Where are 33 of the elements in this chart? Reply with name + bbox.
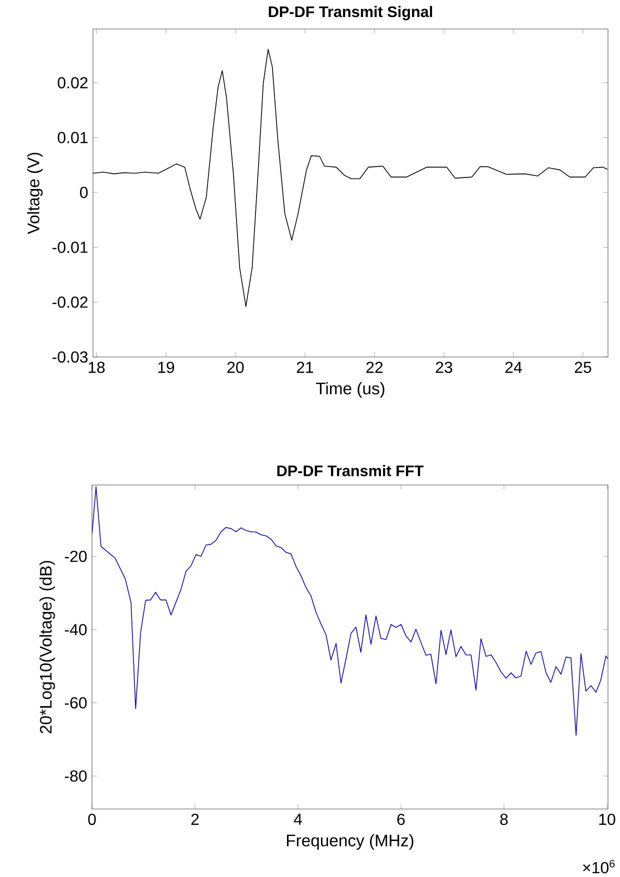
x-tick-label: 4 — [294, 814, 302, 825]
x-tick-label: 8 — [500, 814, 508, 826]
chart-title: DP-DF Transmit FFT — [277, 465, 424, 476]
y-tick-label: -20 — [64, 550, 87, 562]
x-tick-label: 10 — [599, 814, 616, 826]
y-tick-label: -40 — [64, 624, 87, 636]
x-axis-title: Time (us) — [316, 382, 384, 398]
y-tick-label: -60 — [64, 697, 87, 708]
x-tick-label: 25 — [574, 362, 592, 374]
x-tick-label: 24 — [505, 362, 522, 373]
y-tick-label: 0.01 — [58, 132, 88, 144]
y-tick-label: 0 — [80, 186, 88, 198]
y-tick-label: -0.03 — [52, 351, 88, 363]
y-tick-label: 0.02 — [58, 77, 88, 88]
x-tick-label: 23 — [436, 362, 452, 374]
x-tick-label: 22 — [366, 362, 382, 373]
chart-title: DP-DF Transmit Signal — [268, 6, 432, 20]
line-series — [92, 48, 608, 307]
x-tick-label: 2 — [191, 814, 198, 825]
x-tick-label: 18 — [88, 362, 105, 374]
x-tick-label: 0 — [88, 814, 96, 826]
y-tick-label: -80 — [64, 770, 87, 782]
y-axis-title: Voltage (V) — [26, 152, 43, 234]
line-series — [92, 486, 608, 736]
y-tick-label: -0.02 — [52, 296, 88, 308]
y-axis-title: 20*Log10(Voltage) (dB) — [39, 560, 55, 734]
x-tick-label: 19 — [158, 362, 174, 374]
x-tick-label: 6 — [397, 814, 405, 826]
x-tick-label: 20 — [227, 362, 244, 374]
x-axis-title: Frequency (MHz) — [286, 834, 414, 850]
text: ×10$^{6}$ — [582, 860, 614, 874]
x-tick-label: 21 — [296, 362, 313, 373]
y-tick-label: -0.01 — [52, 242, 88, 253]
